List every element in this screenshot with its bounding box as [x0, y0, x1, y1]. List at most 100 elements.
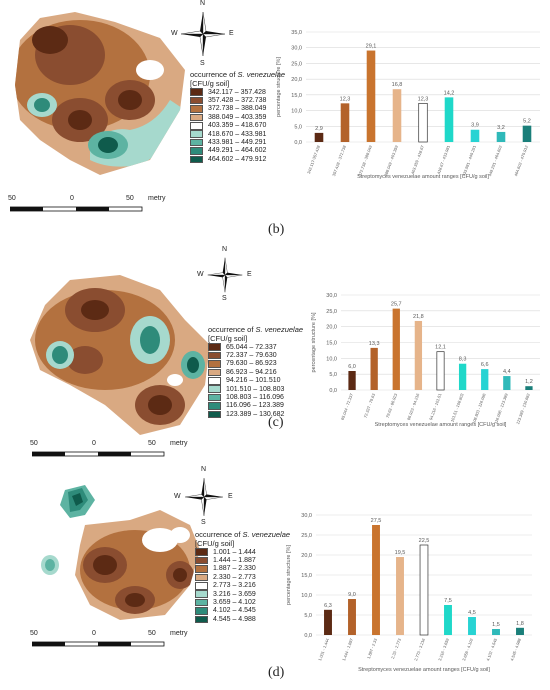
y-tick-label: 0,0 — [329, 388, 337, 394]
scale-right: 50 — [148, 630, 156, 637]
bar-value-label: 1,5 — [492, 622, 500, 628]
legend-item: 1.001 – 1.444 — [195, 548, 290, 556]
legend-label: 1.444 – 1.887 — [213, 557, 256, 565]
legend-swatch — [190, 105, 203, 113]
x-tick-label: 388.049 - 403.359 — [383, 144, 399, 177]
x-tick-label: 372.738 - 388.049 — [357, 144, 373, 177]
bar-chart-d: 0,0 5,0 10,0 15,0 20,0 25,0 30,0 percentage str… — [286, 513, 532, 673]
legend-swatch — [190, 113, 203, 122]
y-tick-label: 25,0 — [301, 533, 312, 539]
bar-value-label: 7,5 — [444, 598, 452, 604]
scale-bar-b: 50 0 50 metry — [8, 195, 178, 215]
legend-label: 65.044 – 72.337 — [226, 343, 277, 351]
x-tick-label: 65.044 - 72.337 — [340, 392, 355, 421]
compass-e: E — [247, 271, 252, 278]
legend-item: 2.330 – 2.773 — [195, 573, 290, 582]
y-axis-label: percentage structure [%] — [311, 312, 317, 372]
legend-item: 433.981 – 449.291 — [190, 138, 285, 147]
legend-swatch — [208, 393, 221, 402]
y-tick-label: 15,0 — [291, 93, 302, 99]
legend-label: 342.117 – 357.428 — [208, 88, 266, 96]
x-tick-label: 464.602 - 479.912 — [513, 144, 529, 177]
legend-label: 116.096 – 123.389 — [226, 402, 284, 410]
legend-items: 65.044 – 72.337 72.337 – 79.630 79.630 –… — [208, 343, 303, 419]
panel-c: N S W E occurrence of S. venezuelae [CFU… — [0, 245, 550, 460]
bar — [348, 371, 356, 390]
y-tick-label: 10,0 — [326, 356, 337, 362]
compass-s: S — [222, 295, 227, 302]
panel-label-d: (d) — [268, 665, 285, 680]
scale-bar-c: 50 0 50 metry — [30, 440, 200, 460]
legend-label: 464.602 – 479.912 — [208, 155, 267, 163]
compass-n: N — [201, 466, 207, 473]
x-tick-label: 1.444 - 1.887 — [341, 637, 354, 662]
x-tick-label: 433.981 - 449.291 — [461, 144, 477, 177]
bar-value-label: 12,3 — [418, 96, 429, 102]
scale-right: 50 — [148, 440, 156, 447]
bar — [396, 557, 404, 635]
legend-swatch — [190, 155, 203, 164]
legend-title: occurrence of S. venezuelae — [195, 530, 290, 539]
panel-label-c: (c) — [268, 415, 284, 430]
legend-label: 449.291 – 464.602 — [208, 147, 267, 155]
soil-map-c — [30, 275, 210, 435]
compass-s: S — [200, 60, 205, 67]
bar-value-label: 6,0 — [348, 364, 356, 370]
legend-label: 3.216 – 3.659 — [213, 590, 256, 598]
x-tick-label: 4.102 - 4.545 — [485, 637, 498, 662]
x-tick-label: 123.389 - 130.682 — [515, 392, 531, 425]
x-tick-label: 4.545 - 4.988 — [509, 637, 522, 662]
bar-value-label: 6,3 — [324, 603, 332, 609]
bar — [370, 347, 378, 390]
scale-unit: metry — [148, 195, 166, 202]
y-tick-label: 25,0 — [291, 61, 302, 67]
bar — [516, 627, 524, 635]
bar — [468, 617, 476, 635]
bar — [481, 369, 489, 390]
legend-label: 433.981 – 449.291 — [208, 139, 267, 147]
bar-value-label: 19,5 — [395, 550, 406, 556]
legend-swatch — [208, 376, 221, 385]
legend-item: 101.510 – 108.803 — [208, 385, 303, 393]
legend-swatch — [208, 385, 221, 393]
x-tick-label: 94.216 - 101.51 — [428, 392, 443, 421]
legend-swatch — [195, 573, 208, 582]
legend-item: 72.337 – 79.630 — [208, 351, 303, 360]
x-tick-label: 418.67 - 433.981 — [436, 144, 451, 175]
scale-left: 50 — [30, 630, 38, 637]
y-tick-label: 20,0 — [291, 77, 302, 83]
x-tick-label: 357.428 - 372.738 — [331, 144, 347, 177]
bar — [470, 129, 480, 142]
y-tick-label: 5,0 — [304, 613, 312, 619]
x-axis-label: Streptomyces venezuelae amount ranges [C… — [375, 422, 507, 428]
y-tick-label: 15,0 — [326, 341, 337, 347]
legend-label: 94.216 – 101.510 — [226, 377, 281, 385]
bar — [324, 609, 332, 635]
compass-e: E — [228, 493, 233, 500]
legend-item: 79.630 – 86.923 — [208, 360, 303, 368]
legend-item: 65.044 – 72.337 — [208, 343, 303, 351]
legend-item: 116.096 – 123.389 — [208, 402, 303, 410]
legend-title-species: S. venezuelae — [242, 530, 291, 539]
x-tick-label: 86.923 - 94.216 — [406, 392, 421, 421]
bar — [340, 103, 350, 142]
bar-value-label: 21,8 — [413, 314, 424, 320]
bar — [418, 102, 428, 143]
y-axis-label: percentage structure [%] — [286, 545, 292, 605]
legend-label: 101.510 – 108.803 — [226, 385, 285, 393]
legend-swatch — [195, 565, 208, 573]
bar-value-label: 12,1 — [435, 345, 446, 351]
legend-swatch — [195, 556, 208, 565]
legend-item: 357.428 – 372.738 — [190, 96, 285, 105]
compass-rose-icon — [207, 257, 243, 293]
bar — [436, 351, 445, 391]
bar — [525, 386, 533, 390]
legend-swatch — [208, 343, 221, 351]
bar — [522, 125, 532, 142]
compass-s: S — [201, 519, 206, 526]
bar-value-label: 29,1 — [366, 44, 377, 50]
legend-label: 79.630 – 86.923 — [226, 360, 277, 368]
bar-chart-c: 0,0 5,0 10,0 15,0 20,0 25,0 30,0 percentage str… — [311, 293, 540, 428]
bar-value-label: 1,2 — [525, 379, 533, 385]
legend-item: 418.670 – 433.981 — [190, 130, 285, 138]
